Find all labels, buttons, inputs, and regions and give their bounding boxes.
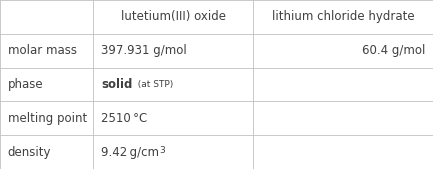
Text: 2510 °C: 2510 °C — [101, 112, 147, 125]
Text: (at STP): (at STP) — [132, 80, 174, 89]
Text: lutetium(III) oxide: lutetium(III) oxide — [121, 10, 226, 23]
Text: 3: 3 — [159, 146, 165, 155]
Text: lithium chloride hydrate: lithium chloride hydrate — [272, 10, 414, 23]
Text: melting point: melting point — [8, 112, 87, 125]
Text: 60.4 g/mol: 60.4 g/mol — [362, 44, 425, 57]
Text: 397.931 g/mol: 397.931 g/mol — [101, 44, 187, 57]
Text: density: density — [8, 146, 51, 159]
Text: solid: solid — [101, 78, 132, 91]
Text: molar mass: molar mass — [8, 44, 77, 57]
Text: 9.42 g/cm: 9.42 g/cm — [101, 146, 159, 159]
Text: phase: phase — [8, 78, 43, 91]
